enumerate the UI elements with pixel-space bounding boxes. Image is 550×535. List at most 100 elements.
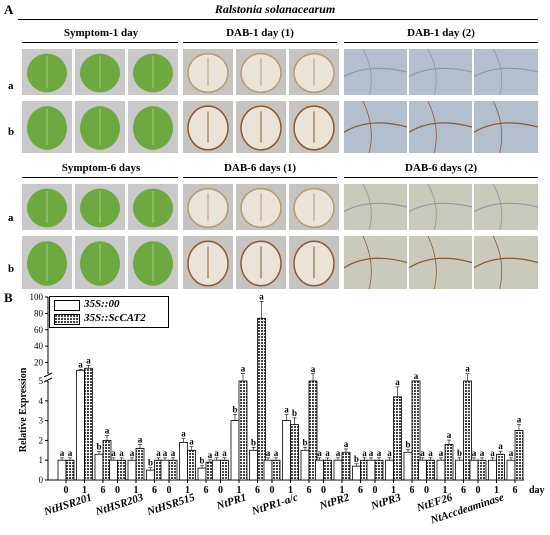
significance-letter: a: [472, 448, 477, 458]
day-tick-label: 6: [358, 485, 363, 496]
significance-letter: a: [138, 435, 143, 445]
bar-overexpression: [426, 459, 435, 481]
significance-letter: a: [447, 430, 452, 440]
leaf-photo: [75, 49, 125, 95]
dab-micrograph: [409, 184, 472, 230]
dab-stained-leaf-photo: [183, 49, 233, 95]
leaf-photo: [75, 184, 125, 230]
significance-letter: b: [302, 437, 307, 447]
bar-overexpression: [290, 424, 299, 481]
row-label-a-top: a: [8, 80, 14, 92]
significance-letter: a: [344, 439, 349, 449]
y-axis-title: Relative Expression: [18, 367, 29, 452]
bar-control: [418, 459, 427, 481]
bar-control: [315, 459, 324, 481]
bar-control: [436, 459, 446, 481]
bar-overexpression: [477, 459, 487, 481]
legend-swatch-hatched: [54, 314, 80, 325]
significance-letter: a: [241, 364, 246, 374]
x-axis-day-label: day: [529, 485, 545, 496]
bar-control: [179, 441, 188, 481]
y-tick-label: 100: [30, 292, 44, 302]
bar-control: [488, 459, 497, 481]
dab-stained-leaf-photo: [183, 101, 233, 153]
significance-letter: a: [311, 364, 316, 374]
dab-micrograph: [409, 101, 472, 153]
bar-overexpression: [374, 459, 384, 481]
leaf-photo: [22, 184, 72, 230]
day-tick-label: 0: [321, 485, 326, 496]
bar-control: [366, 459, 376, 481]
dab-micrograph: [344, 49, 407, 95]
y-tick-label: 60: [34, 325, 44, 335]
significance-letter: a: [105, 426, 110, 436]
significance-letter: a: [284, 405, 289, 415]
group-title-symptom-1: Symptom-1 day: [63, 27, 139, 39]
significance-letter: a: [377, 448, 382, 458]
significance-letter: a: [509, 448, 514, 458]
day-tick-label: 1: [288, 485, 293, 496]
bar-overexpression: [514, 430, 524, 481]
significance-letter: a: [498, 441, 503, 451]
bar-overexpression: [444, 443, 454, 481]
leaf-photo: [128, 101, 178, 153]
significance-letter: a: [222, 448, 227, 458]
dab-stained-leaf-photo: [236, 236, 286, 289]
group-title-dab-6-2: DAB-6 days (2): [404, 162, 478, 174]
significance-letter: b: [292, 408, 297, 418]
leaf-photo: [22, 101, 72, 153]
y-tick-label: 2: [39, 435, 44, 445]
day-tick-label: 0: [373, 485, 378, 496]
underline-dab-6-2: [344, 177, 538, 178]
significance-letter: a: [208, 450, 213, 460]
row-label-a-bottom: a: [8, 212, 14, 224]
figure-title: Ralstonia solanacearum: [214, 2, 336, 16]
significance-letter: a: [259, 291, 264, 301]
day-tick-label: 0: [167, 485, 172, 496]
day-tick-label: 1: [340, 485, 345, 496]
title-underline: [18, 19, 538, 20]
dab-micrograph: [474, 184, 538, 230]
y-tick-label: 0: [39, 475, 44, 485]
significance-letter: a: [428, 448, 433, 458]
bar-overexpression: [135, 447, 145, 481]
bar-overexpression: [117, 459, 126, 481]
row-label-b-top: b: [8, 126, 15, 138]
row-label-b-bottom: b: [8, 263, 15, 275]
y-tick-label: 5: [39, 376, 44, 386]
significance-letter: b: [251, 437, 256, 447]
bar-control: [146, 469, 155, 481]
day-tick-label: 0: [115, 485, 120, 496]
leaf-photo: [22, 236, 72, 289]
significance-letter: b: [457, 448, 462, 458]
bar-overexpression: [393, 396, 402, 481]
underline-dab-6-1: [183, 177, 337, 178]
group-title-dab-6-1: DAB-6 days (1): [223, 162, 297, 174]
day-tick-label: 6: [513, 485, 518, 496]
significance-letter: a: [86, 355, 91, 365]
y-tick-label: 3: [39, 416, 44, 426]
panel-b-label: B: [4, 290, 13, 305]
bar-control: [160, 459, 170, 481]
significance-letter: a: [369, 448, 374, 458]
significance-letter: a: [480, 448, 485, 458]
underline-symptom-1: [22, 42, 178, 43]
significance-letter: a: [439, 448, 444, 458]
group-title-dab-1-1: DAB-1 day (1): [226, 27, 294, 39]
dab-micrograph: [409, 236, 472, 289]
dab-micrograph: [409, 49, 472, 95]
day-tick-label: 0: [476, 485, 481, 496]
significance-letter: a: [395, 377, 400, 387]
significance-letter: a: [336, 448, 341, 458]
significance-letter: a: [517, 415, 522, 425]
leaf-photo: [75, 236, 125, 289]
y-tick-label: 4: [39, 396, 44, 406]
leaf-photo: [75, 101, 125, 153]
dab-micrograph: [344, 236, 407, 289]
bar-overexpression: [220, 459, 229, 481]
bar-control: [300, 449, 310, 481]
underline-dab-1-1: [183, 42, 337, 43]
day-tick-label: 1: [134, 485, 139, 496]
dab-stained-leaf-photo: [236, 101, 286, 153]
dab-stained-leaf-photo: [289, 49, 339, 95]
